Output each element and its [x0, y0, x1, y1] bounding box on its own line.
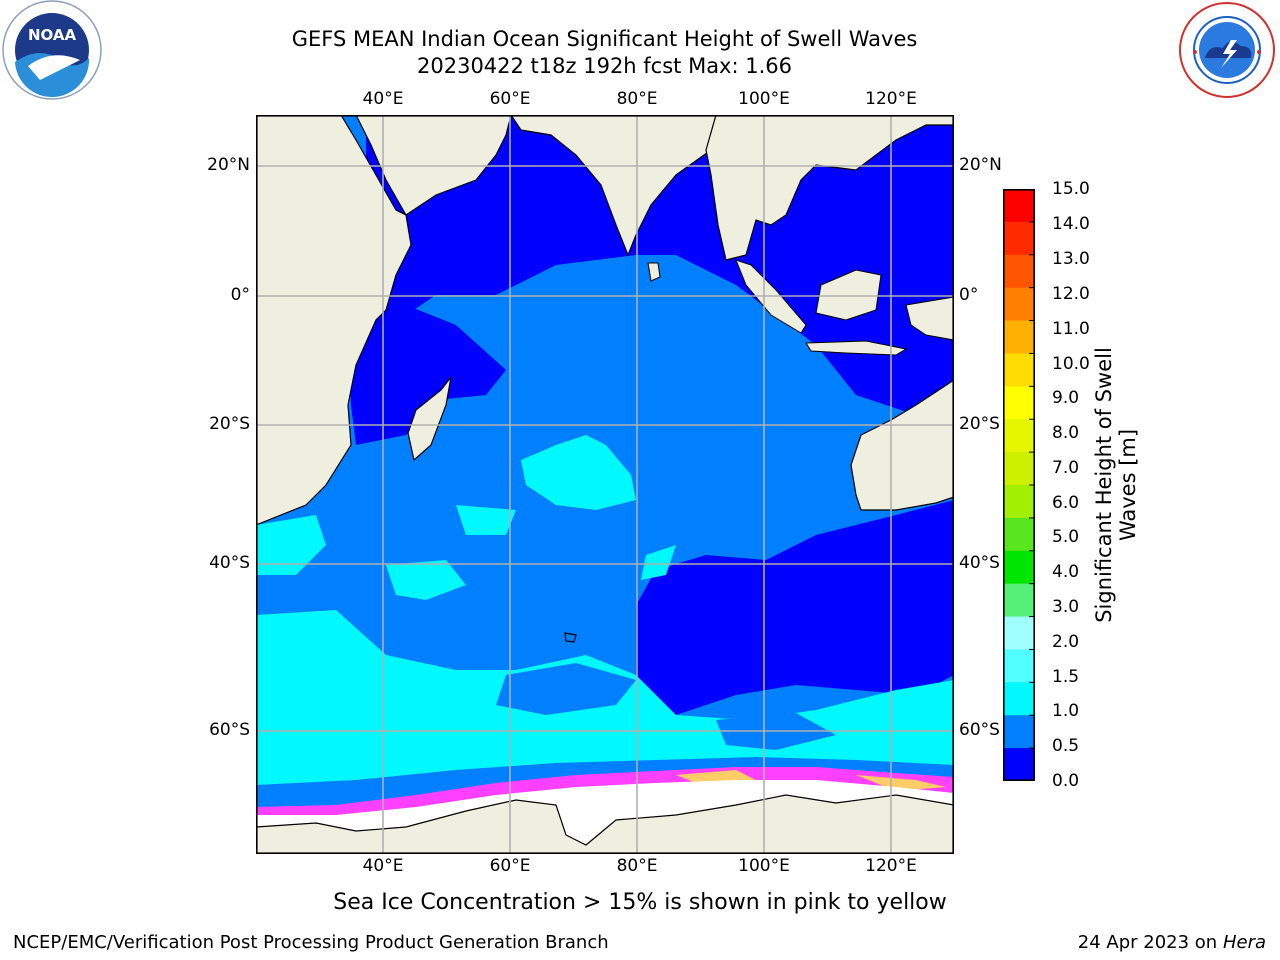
lon-label-bottom: 100°E [738, 856, 790, 876]
lon-label-top: 80°E [616, 89, 658, 109]
nws-logo-icon [1179, 2, 1275, 98]
lat-label-left: 20°S [209, 414, 250, 434]
lon-label-top: 120°E [865, 89, 917, 109]
lat-label-left: 40°S [209, 553, 250, 573]
africa-land [256, 115, 412, 526]
colorbar-frame [1003, 189, 1035, 781]
graticule [256, 115, 954, 854]
colorbar-tick: 0.5 [1052, 736, 1080, 756]
colorbar-segment [1003, 221, 1035, 256]
colorbar-tick: 13.0 [1052, 249, 1090, 269]
colorbar-tick: 4.0 [1052, 562, 1080, 582]
sea-ice-footnote: Sea Ice Concentration > 15% is shown in … [333, 890, 947, 915]
chart-subtitle: 20230422 t18z 192h fcst Max: 1.66 [417, 54, 792, 78]
colorbar-segment [1003, 189, 1035, 223]
swell-band-0-0.5-north [366, 115, 954, 415]
colorbar-segment [1003, 682, 1035, 716]
colorbar-segment [1003, 649, 1035, 683]
colorbar-segment [1003, 386, 1035, 420]
colorbar-segment [1003, 550, 1035, 585]
lon-label-bottom: 40°E [362, 856, 404, 876]
colorbar-tick: 8.0 [1052, 423, 1080, 443]
colorbar [1003, 189, 1035, 781]
lat-label-right: 40°S [959, 553, 1000, 573]
lat-label-right: 0° [959, 285, 979, 305]
swell-height-map [256, 115, 954, 854]
colorbar-segment [1003, 485, 1035, 519]
lon-label-bottom: 120°E [865, 856, 917, 876]
colorbar-segment [1003, 452, 1035, 486]
colorbar-segment [1003, 616, 1035, 650]
lat-label-right: 20°S [959, 414, 1000, 434]
colorbar-tick: 5.0 [1052, 527, 1080, 547]
southeast-asia-land [705, 115, 954, 261]
swell-band-0-0.5-southeast [636, 500, 954, 715]
colorbar-tick: 9.0 [1052, 388, 1080, 408]
lat-label-left: 60°S [209, 720, 250, 740]
colorbar-segment [1003, 287, 1035, 322]
colorbar-tick: 11.0 [1052, 319, 1090, 339]
colorbar-label: Significant Height of Swell Waves [m] [1091, 347, 1140, 623]
colorbar-segment [1003, 583, 1035, 618]
map-frame [256, 115, 954, 854]
colorbar-tick: 1.0 [1052, 701, 1080, 721]
madagascar-land [407, 376, 452, 462]
lon-label-bottom: 60°E [489, 856, 531, 876]
colorbar-tick: 10.0 [1052, 354, 1090, 374]
colorbar-segment [1003, 419, 1035, 453]
colorbar-tick: 3.0 [1052, 597, 1080, 617]
colorbar-tick: 1.5 [1052, 667, 1080, 687]
colorbar-segment [1003, 320, 1035, 354]
colorbar-tick: 0.0 [1052, 771, 1080, 791]
run-date-credit: 24 Apr 2023 on Hera [1077, 932, 1266, 953]
lon-label-bottom: 80°E [616, 856, 658, 876]
antarctica-land [256, 794, 954, 854]
colorbar-tick: 6.0 [1052, 493, 1080, 513]
swell-band-1.0-1.5-center [521, 435, 636, 510]
kerguelen-outline [564, 632, 577, 643]
chart-title: GEFS MEAN Indian Ocean Significant Heigh… [291, 27, 918, 51]
swell-band-0-0.5-west [346, 305, 506, 445]
australia-land [850, 379, 954, 511]
lat-label-left: 0° [230, 285, 250, 305]
swell-band-1.0-1.5-west [256, 515, 326, 575]
lon-label-top: 100°E [738, 89, 790, 109]
lat-label-right: 20°N [959, 155, 1002, 175]
noaa-logo-icon: NOAA [2, 0, 102, 100]
arabia-land [355, 115, 512, 216]
lon-label-top: 60°E [489, 89, 531, 109]
svg-text:NOAA: NOAA [28, 26, 77, 44]
colorbar-tick: 2.0 [1052, 632, 1080, 652]
lon-label-top: 40°E [362, 89, 404, 109]
lat-label-left: 20°N [207, 155, 250, 175]
colorbar-segment [1003, 254, 1035, 289]
colorbar-tick: 7.0 [1052, 458, 1080, 478]
colorbar-tick: 14.0 [1052, 214, 1090, 234]
colorbar-segment [1003, 748, 1035, 781]
colorbar-tick: 15.0 [1052, 179, 1090, 199]
colorbar-segment [1003, 715, 1035, 749]
colorbar-tick: 12.0 [1052, 284, 1090, 304]
colorbar-segment [1003, 353, 1035, 387]
lat-label-right: 60°S [959, 720, 1000, 740]
borneo-land [815, 269, 882, 321]
swell-band-1.0-1.5-south [256, 610, 954, 805]
colorbar-segment [1003, 517, 1035, 552]
producer-credit: NCEP/EMC/Verification Post Processing Pr… [13, 932, 609, 953]
